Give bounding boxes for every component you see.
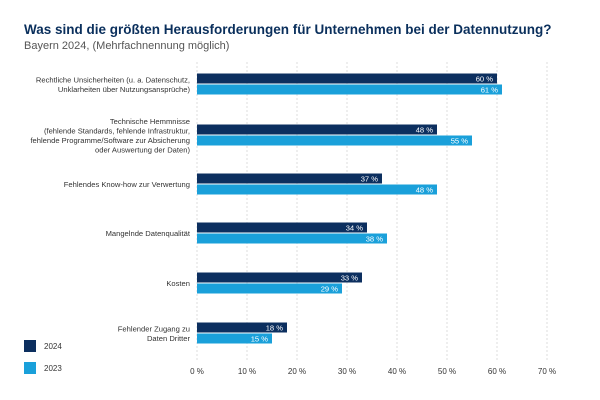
bar-2023	[197, 233, 387, 244]
bar-2023	[197, 135, 472, 146]
bar-2023	[197, 333, 272, 344]
x-tick-label: 40 %	[388, 367, 406, 376]
category-label: Technische Hemmnisse (fehlende Standards,…	[30, 117, 190, 155]
bar-2024	[197, 173, 382, 184]
x-tick-label: 20 %	[288, 367, 306, 376]
category-label: Kosten	[166, 279, 190, 288]
bar-value-label: 15 %	[251, 334, 269, 343]
x-tick-label: 0 %	[190, 367, 204, 376]
legend-label-2023: 2023	[44, 363, 62, 373]
category-label: Rechtliche Unsicherheiten (u. a. Datensc…	[36, 75, 191, 94]
x-tick-label: 60 %	[488, 367, 506, 376]
bar-value-label: 60 %	[476, 74, 494, 83]
bar-value-label: 61 %	[481, 85, 499, 94]
legend-swatch-2023	[24, 362, 36, 374]
bar-2023	[197, 84, 502, 95]
category-label: Mangelnde Datenqualität	[106, 229, 191, 238]
bar-2024	[197, 272, 362, 283]
bar-2023	[197, 184, 437, 195]
x-tick-label: 50 %	[438, 367, 456, 376]
x-tick-label: 30 %	[338, 367, 356, 376]
legend-item-2024: 2024	[24, 340, 62, 352]
x-tick-label: 10 %	[238, 367, 256, 376]
x-tick-label: 70 %	[538, 367, 556, 376]
legend-swatch-2024	[24, 340, 36, 352]
chart-title: Was sind die größten Herausforderungen f…	[24, 22, 552, 37]
bar-value-label: 48 %	[416, 185, 434, 194]
bar-2024	[197, 124, 437, 135]
bar-2023	[197, 283, 342, 294]
chart-subtitle: Bayern 2024, (Mehrfachnennung möglich)	[24, 40, 230, 52]
bar-2024	[197, 222, 367, 233]
bar-value-label: 29 %	[321, 284, 339, 293]
bar-value-label: 55 %	[451, 136, 469, 145]
category-label: Fehlendes Know-how zur Verwertung	[64, 180, 190, 189]
legend-label-2024: 2024	[44, 341, 62, 351]
bar-value-label: 38 %	[366, 234, 384, 243]
bar-value-label: 37 %	[361, 174, 379, 183]
category-label: Fehlender Zugang zu Daten Dritter	[118, 324, 191, 343]
bar-value-label: 48 %	[416, 125, 434, 134]
bar-2024	[197, 73, 497, 84]
bar-value-label: 18 %	[266, 323, 284, 332]
bar-value-label: 33 %	[341, 273, 359, 282]
bar-value-label: 34 %	[346, 223, 364, 232]
bar-2024	[197, 322, 287, 333]
legend-item-2023: 2023	[24, 362, 62, 374]
